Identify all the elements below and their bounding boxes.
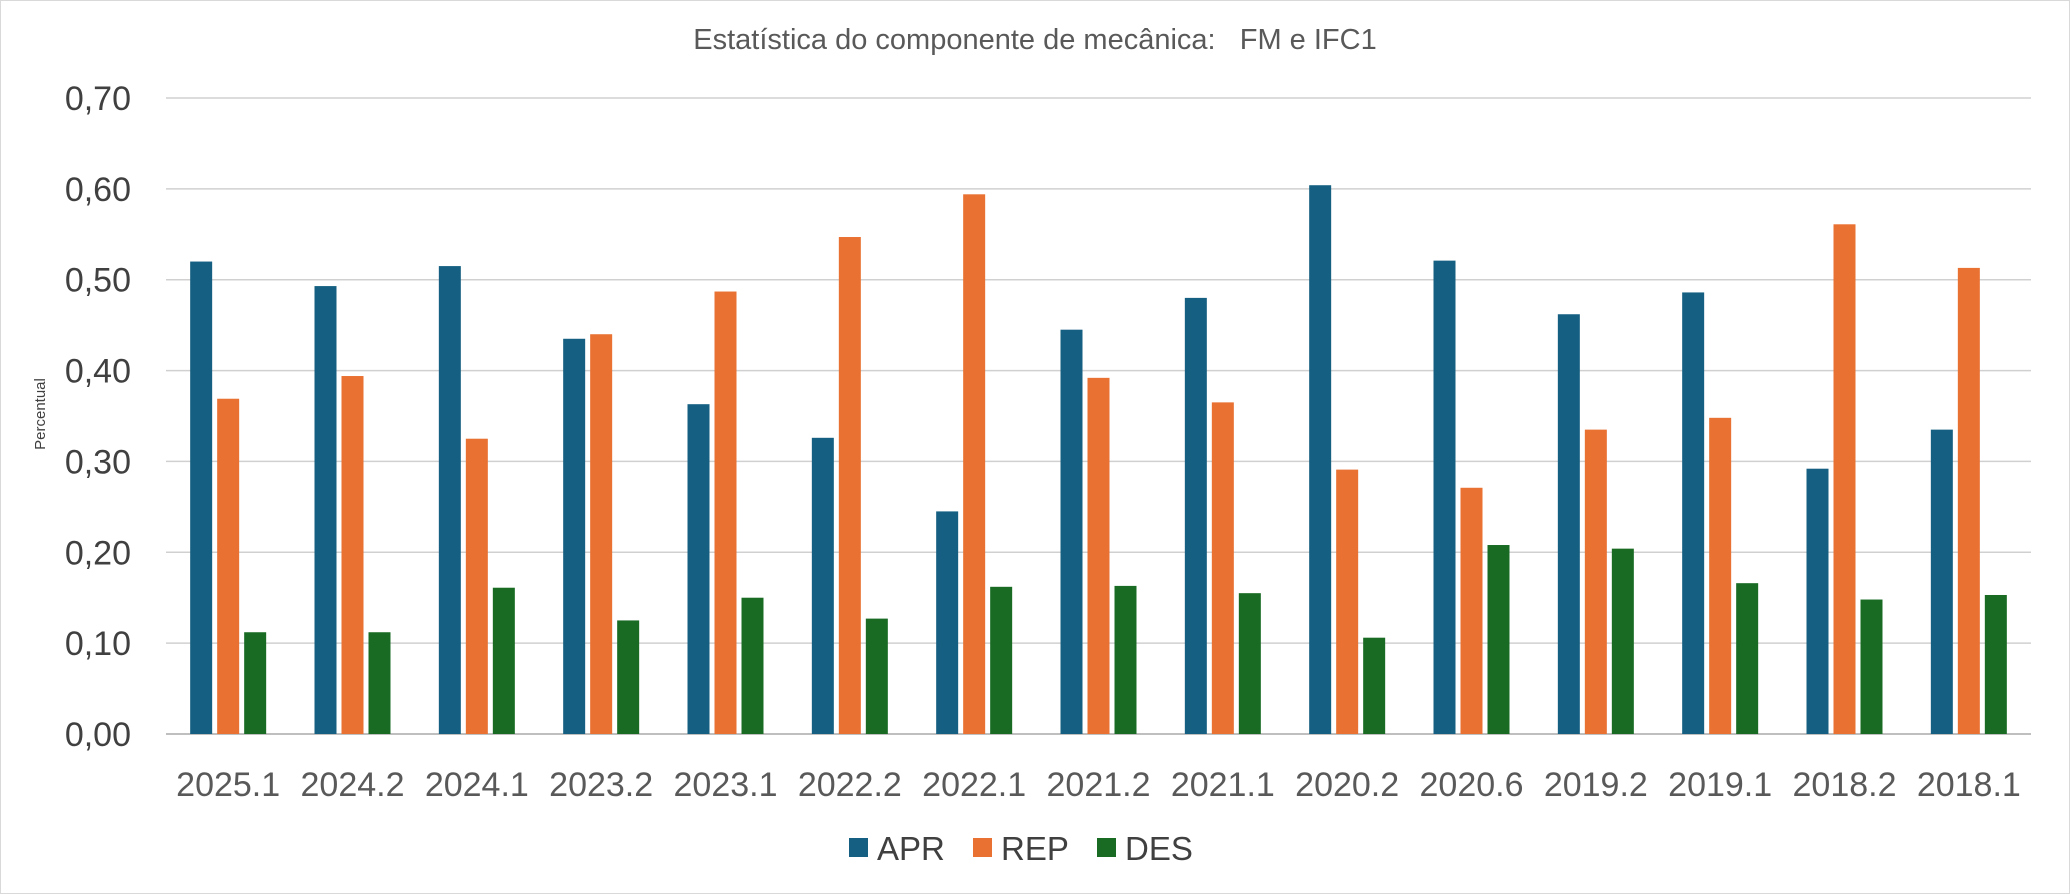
bar-rep	[1087, 377, 1110, 734]
x-tick-label: 2021.1	[1171, 766, 1275, 804]
bar-des	[244, 632, 267, 734]
bar-des	[368, 632, 391, 734]
bar-apr	[1557, 314, 1580, 734]
legend-swatch	[849, 838, 868, 857]
x-tick-label: 2024.2	[301, 766, 405, 804]
bar-rep	[465, 438, 488, 734]
legend-swatch	[973, 838, 992, 857]
bar-apr	[1682, 292, 1705, 734]
x-axis-ticks: 2025.1 2024.2 2024.1 2023.2 2023.1 2022.2 2022…	[176, 766, 2021, 804]
legend-label: APR	[877, 830, 945, 867]
bar-rep	[590, 334, 613, 734]
x-tick-label: 2021.2	[1047, 766, 1151, 804]
x-tick-label: 2024.1	[425, 766, 529, 804]
bar-des	[617, 620, 640, 734]
x-tick-label: 2022.2	[798, 766, 902, 804]
bar-apr	[1930, 429, 1953, 734]
bar-apr	[438, 266, 461, 734]
y-tick-label: 0,40	[65, 353, 131, 391]
bar-rep	[1957, 267, 1980, 734]
bar-apr	[314, 286, 337, 734]
x-tick-label: 2022.1	[922, 766, 1026, 804]
y-axis-label: Percentual	[32, 378, 49, 450]
bar-des	[1114, 585, 1137, 734]
bar-apr	[1309, 185, 1332, 735]
bar-apr	[1806, 468, 1829, 734]
bar-rep	[1336, 469, 1359, 734]
bar-rep	[1709, 417, 1732, 734]
legend-item-des: DES	[1097, 830, 1193, 867]
bar-des	[1736, 583, 1759, 734]
x-tick-label: 2018.1	[1917, 766, 2021, 804]
bar-des	[1611, 548, 1634, 734]
chart-title: Estatística do componente de mecânica: F…	[693, 24, 1376, 56]
bar-rep	[217, 398, 240, 734]
y-tick-label: 0,10	[65, 625, 131, 663]
bar-rep	[1211, 402, 1234, 734]
x-tick-label: 2020.6	[1420, 766, 1524, 804]
bar-apr	[563, 338, 586, 734]
bar-rep	[838, 237, 861, 735]
bar-des	[741, 597, 764, 734]
legend-label: DES	[1125, 830, 1193, 867]
legend-label: REP	[1001, 830, 1069, 867]
bar-rep	[341, 376, 364, 734]
bar-des	[1487, 545, 1510, 734]
y-tick-label: 0,60	[65, 171, 131, 209]
bar-rep	[1460, 487, 1483, 734]
bar-rep	[963, 194, 986, 734]
bar-des	[1363, 637, 1386, 734]
bar-des	[1860, 599, 1883, 734]
y-tick-label: 0,50	[65, 262, 131, 300]
x-tick-label: 2020.2	[1295, 766, 1399, 804]
bar-des	[492, 587, 515, 734]
y-axis-ticks: 0,00 0,10 0,20 0,30 0,40 0,50 0,60 0,70	[65, 80, 131, 754]
bar-des	[1238, 593, 1261, 734]
x-tick-label: 2019.2	[1544, 766, 1648, 804]
bar-rep	[1584, 429, 1607, 734]
bar-apr	[1184, 297, 1207, 734]
bar-apr	[1060, 329, 1083, 734]
legend-swatch	[1097, 838, 1116, 857]
x-tick-label: 2018.2	[1793, 766, 1897, 804]
x-tick-label: 2023.1	[674, 766, 778, 804]
bar-des	[1984, 594, 2007, 734]
bar-apr	[936, 511, 959, 734]
y-tick-label: 0,20	[65, 534, 131, 572]
legend-item-rep: REP	[973, 830, 1069, 867]
x-tick-label: 2023.2	[549, 766, 653, 804]
bar-des	[865, 618, 888, 734]
bar-rep	[714, 291, 737, 734]
legend: APR REP DES	[849, 830, 1193, 867]
x-tick-label: 2019.1	[1668, 766, 1772, 804]
y-tick-label: 0,70	[65, 80, 131, 118]
bar-apr	[1433, 260, 1456, 734]
x-tick-label: 2025.1	[176, 766, 280, 804]
bar-apr	[811, 437, 834, 734]
bar-apr	[190, 261, 213, 734]
legend-item-apr: APR	[849, 830, 945, 867]
bars	[190, 185, 2007, 735]
y-tick-label: 0,30	[65, 443, 131, 481]
bar-apr	[687, 404, 710, 734]
y-tick-label: 0,00	[65, 716, 131, 754]
bar-des	[990, 586, 1013, 734]
bar-rep	[1833, 224, 1856, 734]
